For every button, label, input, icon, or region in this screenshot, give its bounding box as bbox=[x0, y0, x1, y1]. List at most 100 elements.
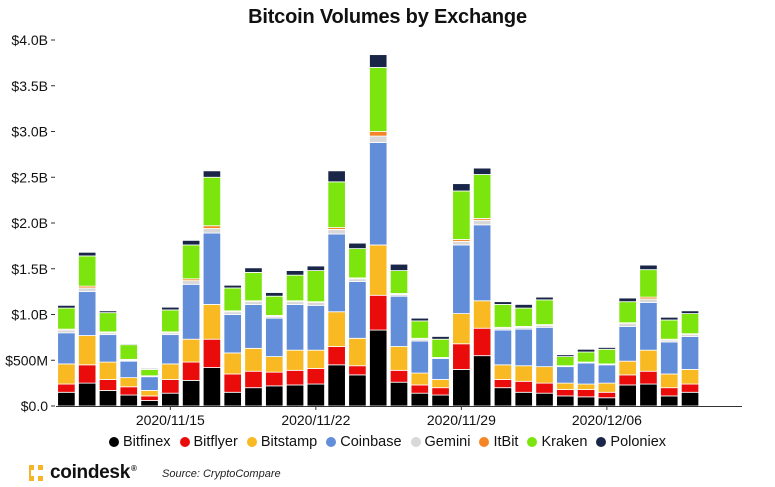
bar-stack bbox=[202, 170, 222, 407]
bar-stack bbox=[618, 297, 637, 407]
bar-segment-bitfinex bbox=[493, 387, 513, 407]
legend-item-bitstamp: Bitstamp bbox=[246, 434, 317, 450]
bar-stack bbox=[452, 183, 471, 407]
bar-segment-poloniex bbox=[369, 54, 388, 68]
legend-item-bitfinex: Bitfinex bbox=[108, 434, 171, 450]
bar-segment-bitstamp bbox=[556, 382, 575, 390]
bar-segment-poloniex bbox=[244, 267, 263, 273]
bar-segment-bitstamp bbox=[473, 300, 492, 329]
bar-stack bbox=[514, 304, 533, 407]
bar-stack bbox=[639, 264, 658, 407]
bar-segment-bitflyer bbox=[57, 383, 76, 393]
bar-segment-coinbase bbox=[78, 291, 97, 336]
bar-segment-poloniex bbox=[265, 292, 284, 297]
bar-segment-kraken bbox=[140, 368, 159, 377]
bar-segment-kraken bbox=[348, 248, 367, 279]
x-tick-label: 2020/11/29 bbox=[427, 412, 496, 428]
bar-segment-bitfinex bbox=[660, 395, 679, 407]
legend-label: Bitflyer bbox=[193, 434, 238, 450]
bar-segment-poloniex bbox=[576, 348, 596, 353]
bar-segment-bitfinex bbox=[535, 392, 554, 407]
bar-stack bbox=[535, 296, 554, 407]
bar-segment-coinbase bbox=[265, 317, 284, 357]
legend-swatch bbox=[179, 437, 190, 447]
bar-segment-poloniex bbox=[514, 304, 533, 309]
bar-segment-kraken bbox=[285, 274, 305, 302]
bar-segment-kraken bbox=[202, 176, 222, 227]
bar-segment-coinbase bbox=[452, 244, 471, 314]
bar-segment-coinbase bbox=[140, 376, 159, 391]
bar-stack bbox=[78, 251, 97, 407]
bar-segment-poloniex bbox=[202, 170, 222, 178]
legend-swatch bbox=[410, 437, 421, 447]
bar-segment-coinbase bbox=[202, 232, 222, 305]
bar-segment-bitflyer bbox=[244, 370, 263, 389]
bar-segment-coinbase bbox=[493, 329, 513, 366]
bar-segment-poloniex bbox=[98, 310, 118, 314]
legend-item-bitflyer: Bitflyer bbox=[179, 434, 238, 450]
bar-segment-bitflyer bbox=[119, 386, 138, 396]
bar-segment-bitflyer bbox=[78, 364, 97, 384]
bar-segment-coinbase bbox=[431, 358, 450, 380]
legend-label: Kraken bbox=[541, 434, 588, 450]
legend-swatch bbox=[596, 437, 607, 447]
bar-segment-poloniex bbox=[161, 306, 180, 311]
legend-swatch bbox=[527, 437, 538, 447]
bar-segment-bitfinex bbox=[639, 383, 658, 407]
bar-segment-bitflyer bbox=[140, 395, 159, 401]
bar-segment-gemini bbox=[202, 228, 222, 234]
bar-segment-kraken bbox=[660, 319, 679, 340]
bar-segment-bitstamp bbox=[119, 377, 138, 388]
bar-segment-bitstamp bbox=[327, 311, 346, 347]
y-tick-label: $500M bbox=[5, 352, 48, 368]
bar-segment-kraken bbox=[389, 270, 409, 294]
bar-segment-coinbase bbox=[410, 340, 429, 374]
bar-segment-bitflyer bbox=[493, 379, 513, 389]
bar-segment-kraken bbox=[161, 309, 180, 333]
bar-stack bbox=[161, 306, 180, 407]
bar-segment-coinbase bbox=[473, 224, 492, 302]
bar-segment-poloniex bbox=[597, 347, 617, 350]
legend-item-gemini: Gemini bbox=[410, 434, 470, 450]
bar-segment-poloniex bbox=[680, 310, 700, 314]
x-tick-label: 2020/11/15 bbox=[136, 412, 205, 428]
bar-segment-bitfinex bbox=[473, 355, 492, 407]
legend-swatch bbox=[108, 437, 119, 447]
bar-segment-coinbase bbox=[181, 283, 201, 340]
bar-segment-kraken bbox=[244, 272, 263, 302]
bar-segment-bitflyer bbox=[535, 382, 554, 394]
bar-segment-coinbase bbox=[98, 334, 118, 363]
bar-segment-bitstamp bbox=[202, 304, 222, 340]
bar-segment-itbit bbox=[202, 225, 222, 229]
bar-segment-poloniex bbox=[660, 316, 679, 321]
bar-segment-bitstamp bbox=[223, 352, 242, 375]
bar-segment-kraken bbox=[181, 244, 201, 280]
bar-segment-coinbase bbox=[285, 304, 305, 351]
bar-segment-kraken bbox=[618, 301, 637, 324]
bar-segment-kraken bbox=[57, 307, 76, 330]
bar-segment-poloniex bbox=[618, 297, 637, 303]
bar-segment-poloniex bbox=[306, 265, 325, 271]
bar-segment-poloniex bbox=[493, 301, 513, 305]
bar-segment-bitfinex bbox=[57, 391, 76, 407]
bar-segment-bitstamp bbox=[660, 373, 679, 389]
bar-stack bbox=[140, 368, 159, 407]
bar-segment-bitfinex bbox=[410, 392, 429, 407]
bar-segment-bitflyer bbox=[223, 373, 242, 393]
bar-segment-coinbase bbox=[535, 326, 554, 368]
bar-segment-bitfinex bbox=[161, 392, 180, 407]
bar-segment-bitfinex bbox=[576, 396, 596, 407]
bar-segment-coinbase bbox=[369, 142, 388, 246]
bar-segment-bitflyer bbox=[306, 368, 325, 385]
x-tick-label: 2020/11/22 bbox=[281, 412, 350, 428]
bar-segment-bitstamp bbox=[618, 360, 637, 376]
bar-segment-kraken bbox=[223, 287, 242, 312]
bar-segment-poloniex bbox=[410, 317, 429, 322]
bar-stack bbox=[431, 336, 450, 407]
bar-segment-gemini bbox=[223, 311, 242, 315]
y-tick-label: $4.0B bbox=[11, 32, 48, 48]
bar-segment-gemini bbox=[639, 298, 658, 304]
bar-segment-kraken bbox=[680, 313, 700, 335]
bar-segment-coinbase bbox=[639, 302, 658, 351]
bar-stack bbox=[389, 263, 409, 407]
